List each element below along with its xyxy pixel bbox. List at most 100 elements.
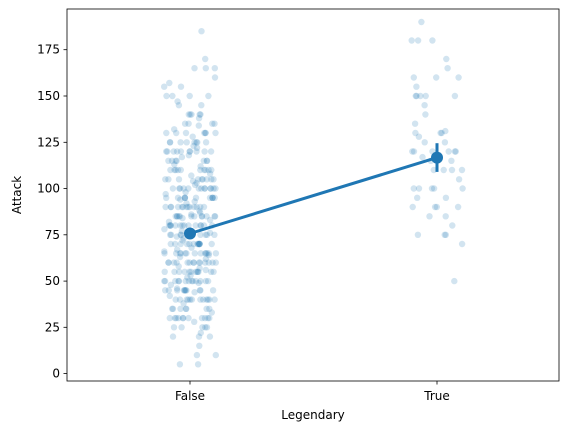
data-point bbox=[167, 222, 174, 229]
data-point bbox=[196, 240, 203, 248]
data-point bbox=[177, 166, 184, 174]
data-point bbox=[177, 222, 184, 229]
data-point bbox=[209, 194, 216, 201]
data-point bbox=[451, 92, 459, 100]
data-point bbox=[412, 129, 419, 137]
data-point bbox=[209, 194, 216, 201]
data-point bbox=[176, 268, 183, 275]
data-point bbox=[448, 157, 455, 164]
data-point bbox=[183, 203, 190, 211]
mean-marker bbox=[431, 151, 443, 164]
data-point bbox=[205, 250, 212, 257]
data-point bbox=[184, 203, 192, 211]
data-point bbox=[185, 314, 192, 322]
data-point bbox=[190, 259, 197, 266]
data-point bbox=[197, 277, 204, 285]
data-point bbox=[409, 203, 416, 211]
data-point bbox=[206, 216, 214, 224]
data-point bbox=[172, 213, 179, 220]
data-point bbox=[411, 120, 419, 127]
data-point bbox=[177, 83, 185, 90]
data-point bbox=[165, 218, 173, 225]
y-axis-label: Attack bbox=[10, 176, 24, 214]
data-point bbox=[200, 296, 207, 303]
data-point bbox=[413, 83, 420, 90]
data-point bbox=[187, 111, 194, 118]
data-point bbox=[179, 314, 187, 322]
data-point bbox=[167, 222, 174, 229]
data-point bbox=[185, 222, 192, 229]
data-point bbox=[194, 240, 202, 248]
data-point bbox=[198, 176, 206, 183]
data-point bbox=[458, 166, 466, 174]
data-point bbox=[166, 139, 174, 146]
data-point bbox=[192, 277, 200, 285]
data-point bbox=[200, 203, 208, 211]
data-point bbox=[177, 305, 184, 312]
data-point bbox=[187, 268, 195, 275]
data-point bbox=[203, 176, 210, 183]
data-point bbox=[173, 259, 180, 266]
data-point bbox=[161, 277, 169, 285]
data-point bbox=[426, 213, 433, 220]
data-point bbox=[170, 259, 178, 266]
data-point bbox=[182, 129, 190, 137]
data-point bbox=[186, 148, 194, 155]
data-point bbox=[195, 333, 203, 340]
plot-frame bbox=[66, 8, 560, 382]
data-point bbox=[181, 194, 189, 201]
data-point bbox=[455, 176, 463, 183]
data-point bbox=[206, 296, 213, 303]
data-point bbox=[414, 194, 421, 201]
data-point bbox=[195, 122, 202, 129]
data-point bbox=[210, 176, 217, 183]
data-point bbox=[172, 296, 179, 303]
data-point bbox=[202, 250, 209, 257]
data-point bbox=[161, 250, 168, 257]
data-point bbox=[166, 139, 174, 146]
data-point bbox=[194, 361, 202, 368]
data-point bbox=[207, 268, 215, 275]
data-point bbox=[197, 163, 204, 170]
data-point bbox=[194, 176, 202, 183]
data-point bbox=[197, 222, 204, 229]
data-point bbox=[203, 231, 211, 238]
data-point bbox=[183, 139, 190, 146]
data-point bbox=[410, 185, 417, 192]
data-point bbox=[191, 139, 198, 146]
data-point bbox=[196, 240, 203, 248]
data-point bbox=[204, 296, 212, 303]
data-point bbox=[176, 361, 184, 368]
data-point bbox=[183, 296, 190, 303]
data-point bbox=[187, 296, 194, 303]
data-point bbox=[454, 203, 462, 211]
data-point bbox=[186, 203, 193, 211]
y-tick-label: 175 bbox=[37, 43, 60, 57]
data-point bbox=[413, 92, 420, 100]
data-point bbox=[191, 181, 199, 188]
data-point bbox=[193, 148, 200, 155]
data-point bbox=[187, 272, 194, 279]
data-point bbox=[210, 185, 217, 192]
data-point bbox=[176, 296, 184, 303]
data-point bbox=[195, 240, 203, 248]
data-point bbox=[167, 231, 175, 238]
data-point bbox=[207, 185, 214, 192]
data-point bbox=[211, 213, 218, 220]
data-point bbox=[169, 305, 177, 312]
data-point bbox=[212, 129, 219, 137]
data-point bbox=[182, 189, 189, 196]
data-point bbox=[209, 259, 216, 266]
data-point bbox=[197, 250, 204, 257]
data-point bbox=[180, 300, 187, 307]
data-point bbox=[437, 129, 444, 137]
y-tick-label: 75 bbox=[45, 228, 60, 242]
data-point bbox=[196, 207, 203, 214]
data-point bbox=[443, 55, 450, 63]
data-point bbox=[201, 185, 208, 192]
data-point bbox=[418, 18, 425, 26]
data-point bbox=[190, 142, 197, 150]
data-point bbox=[174, 203, 182, 211]
data-point bbox=[188, 277, 196, 285]
